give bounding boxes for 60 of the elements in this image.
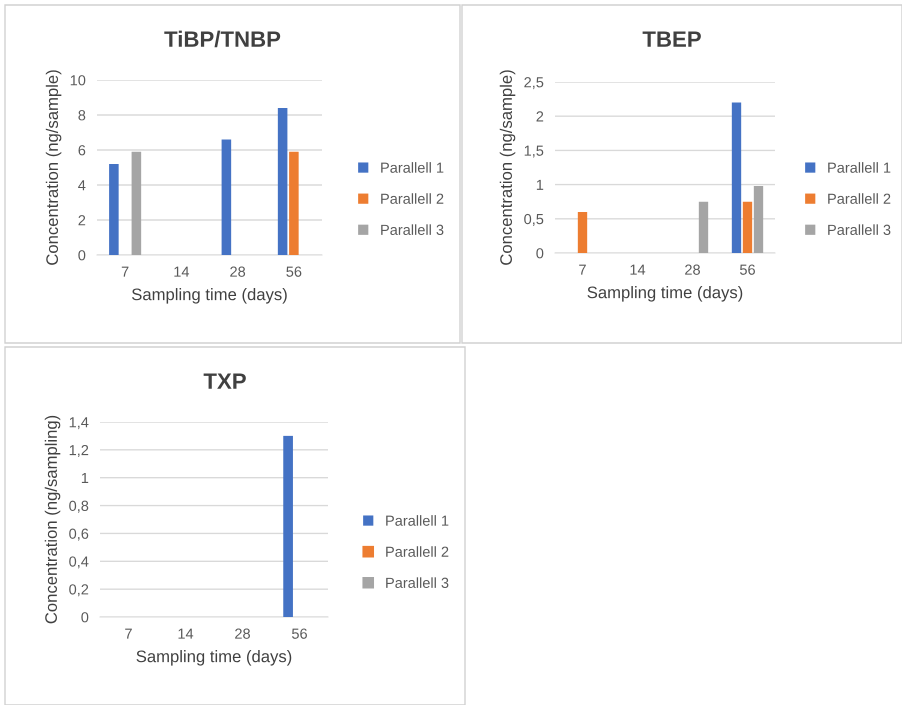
y-tick-label: 6 bbox=[78, 145, 86, 156]
legend-label: Parallell 3 bbox=[386, 577, 448, 588]
y-axis-title: Concentration (ng/sample) bbox=[500, 70, 516, 265]
x-tick-label: 14 bbox=[178, 628, 194, 639]
y-axis-title: Concentration (ng/sample) bbox=[46, 70, 62, 265]
x-tick-label: 7 bbox=[125, 628, 132, 639]
x-tick-label: 28 bbox=[235, 628, 250, 639]
x-axis-title: Sampling time (days) bbox=[136, 650, 292, 666]
y-tick-label: 1,2 bbox=[70, 444, 88, 458]
chart-title: TiBP/TNBP bbox=[164, 30, 280, 48]
legend-label: Parallell 3 bbox=[828, 224, 890, 236]
y-tick-label: 8 bbox=[78, 110, 86, 120]
y-tick-label: 0,4 bbox=[69, 556, 88, 568]
x-tick-label: 14 bbox=[630, 264, 646, 275]
legend-label: Parallell 1 bbox=[381, 162, 444, 173]
y-tick-label: 2,5 bbox=[524, 77, 544, 90]
bar bbox=[278, 108, 288, 255]
y-tick-label: 0,6 bbox=[69, 528, 88, 541]
x-axis-title: Sampling time (days) bbox=[132, 288, 287, 304]
chart-title: TXP bbox=[204, 373, 246, 389]
legend-label: Parallell 1 bbox=[386, 515, 448, 526]
x-axis-title: Sampling time (days) bbox=[587, 286, 742, 302]
x-tick-label: 56 bbox=[292, 628, 307, 639]
bar bbox=[732, 102, 742, 253]
y-tick-label: 0 bbox=[536, 248, 544, 258]
y-tick-label: 0 bbox=[81, 612, 88, 622]
x-tick-label: 7 bbox=[579, 264, 586, 275]
y-axis-title: Concentration (ng/sampling) bbox=[44, 416, 60, 624]
x-tick-label: 14 bbox=[174, 266, 190, 277]
x-tick-label: 56 bbox=[286, 266, 302, 277]
bar bbox=[132, 152, 142, 255]
legend-label: Parallell 1 bbox=[828, 162, 890, 173]
legend-label: Parallell 2 bbox=[381, 193, 444, 204]
bar bbox=[222, 140, 232, 255]
y-tick-label: 1 bbox=[82, 472, 88, 483]
bar bbox=[109, 164, 119, 255]
y-tick-label: 0,8 bbox=[69, 500, 88, 513]
y-tick-label: 10 bbox=[70, 75, 86, 86]
y-tick-label: 0,2 bbox=[69, 584, 88, 596]
chart-title: TBEP bbox=[642, 31, 701, 47]
x-tick-label: 28 bbox=[685, 264, 700, 275]
y-tick-label: 0,5 bbox=[524, 214, 544, 226]
y-tick-label: 1,4 bbox=[70, 417, 88, 430]
bar bbox=[289, 152, 299, 255]
legend-label: Parallell 2 bbox=[386, 546, 448, 557]
legend-label: Parallell 3 bbox=[381, 224, 444, 236]
bar bbox=[754, 186, 764, 253]
bar bbox=[578, 212, 588, 253]
y-tick-label: 4 bbox=[78, 180, 86, 190]
x-tick-label: 56 bbox=[740, 264, 755, 275]
bar bbox=[698, 202, 708, 253]
legend-label: Parallell 2 bbox=[828, 193, 890, 204]
y-tick-label: 2 bbox=[78, 215, 86, 226]
y-tick-label: 1 bbox=[536, 180, 544, 190]
y-tick-label: 1,5 bbox=[524, 146, 544, 158]
x-tick-label: 7 bbox=[122, 266, 128, 277]
bar bbox=[742, 202, 752, 253]
x-tick-label: 28 bbox=[230, 266, 246, 277]
y-tick-label: 2 bbox=[536, 111, 544, 122]
y-tick-label: 0 bbox=[78, 250, 86, 260]
